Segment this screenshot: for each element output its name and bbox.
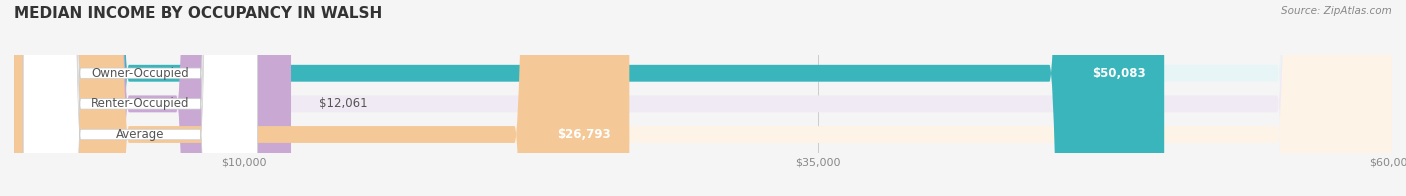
Text: $50,083: $50,083 bbox=[1092, 67, 1146, 80]
FancyBboxPatch shape bbox=[24, 0, 257, 196]
Text: Average: Average bbox=[117, 128, 165, 141]
Text: Renter-Occupied: Renter-Occupied bbox=[91, 97, 190, 110]
FancyBboxPatch shape bbox=[14, 0, 1392, 196]
FancyBboxPatch shape bbox=[14, 0, 1392, 196]
FancyBboxPatch shape bbox=[14, 0, 630, 196]
Text: Source: ZipAtlas.com: Source: ZipAtlas.com bbox=[1281, 6, 1392, 16]
FancyBboxPatch shape bbox=[24, 0, 257, 196]
FancyBboxPatch shape bbox=[14, 0, 1164, 196]
Text: $26,793: $26,793 bbox=[557, 128, 612, 141]
FancyBboxPatch shape bbox=[14, 0, 291, 196]
FancyBboxPatch shape bbox=[14, 0, 1392, 196]
Text: MEDIAN INCOME BY OCCUPANCY IN WALSH: MEDIAN INCOME BY OCCUPANCY IN WALSH bbox=[14, 6, 382, 21]
Text: $12,061: $12,061 bbox=[319, 97, 367, 110]
FancyBboxPatch shape bbox=[24, 0, 257, 196]
Text: Owner-Occupied: Owner-Occupied bbox=[91, 67, 190, 80]
